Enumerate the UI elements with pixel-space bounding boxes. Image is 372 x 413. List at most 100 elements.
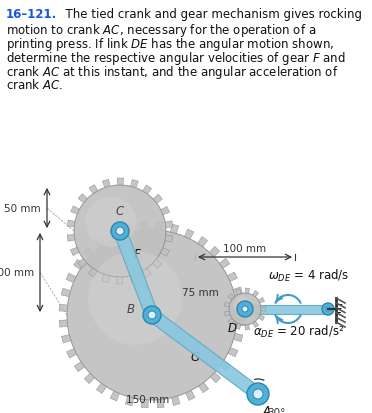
Polygon shape	[109, 230, 118, 240]
Circle shape	[253, 389, 263, 399]
Circle shape	[229, 293, 261, 325]
Circle shape	[86, 197, 136, 247]
Polygon shape	[71, 206, 80, 215]
Polygon shape	[245, 288, 250, 294]
Polygon shape	[199, 382, 209, 393]
Circle shape	[88, 252, 182, 345]
Polygon shape	[160, 248, 169, 256]
Polygon shape	[185, 230, 194, 240]
Polygon shape	[141, 399, 148, 408]
Polygon shape	[209, 247, 219, 257]
Polygon shape	[61, 335, 71, 343]
Polygon shape	[228, 318, 234, 325]
Polygon shape	[67, 221, 75, 227]
Text: A: A	[263, 404, 271, 413]
Text: 30°: 30°	[267, 407, 285, 413]
Circle shape	[67, 230, 237, 400]
Polygon shape	[236, 303, 245, 310]
Polygon shape	[210, 373, 221, 383]
Circle shape	[233, 297, 251, 315]
Polygon shape	[258, 298, 264, 303]
Circle shape	[148, 311, 156, 319]
Polygon shape	[143, 185, 151, 195]
Polygon shape	[165, 235, 173, 242]
Polygon shape	[156, 223, 163, 231]
Text: motion to crank $AC$, necessary for the operation of a: motion to crank $AC$, necessary for the …	[6, 22, 316, 39]
Polygon shape	[165, 221, 173, 228]
Polygon shape	[61, 289, 71, 297]
Text: 75 mm: 75 mm	[182, 287, 218, 297]
Text: C: C	[116, 204, 124, 218]
Polygon shape	[95, 238, 105, 248]
Polygon shape	[117, 179, 124, 186]
Polygon shape	[227, 273, 237, 282]
Polygon shape	[224, 311, 230, 316]
Circle shape	[241, 305, 250, 314]
Polygon shape	[224, 302, 230, 307]
Circle shape	[251, 387, 264, 401]
Polygon shape	[186, 390, 195, 401]
Polygon shape	[78, 194, 87, 203]
Text: $\alpha_{DE}$ = 20 rad/s²: $\alpha_{DE}$ = 20 rad/s²	[253, 323, 344, 339]
Polygon shape	[140, 223, 147, 231]
Polygon shape	[67, 349, 77, 358]
Polygon shape	[235, 289, 241, 295]
Text: printing press. If link $DE$ has the angular motion shown,: printing press. If link $DE$ has the ang…	[6, 36, 334, 53]
Text: G: G	[190, 351, 199, 363]
Polygon shape	[130, 275, 138, 283]
Polygon shape	[114, 229, 158, 318]
Polygon shape	[153, 195, 162, 204]
Text: $\omega_{DE}$ = 4 rad/s: $\omega_{DE}$ = 4 rad/s	[268, 267, 349, 283]
Text: 100 mm: 100 mm	[224, 243, 267, 254]
Circle shape	[145, 309, 158, 322]
Circle shape	[74, 185, 166, 277]
Polygon shape	[148, 310, 262, 399]
Polygon shape	[237, 319, 245, 326]
Polygon shape	[253, 321, 259, 328]
Polygon shape	[258, 315, 264, 321]
Polygon shape	[261, 307, 266, 311]
Polygon shape	[161, 207, 170, 215]
Circle shape	[237, 301, 253, 317]
Polygon shape	[96, 383, 106, 394]
Polygon shape	[110, 391, 119, 401]
Text: 16–121.: 16–121.	[6, 8, 57, 21]
Polygon shape	[233, 287, 243, 296]
Polygon shape	[89, 268, 97, 278]
Polygon shape	[102, 275, 109, 283]
Text: determine the respective angular velocities of gear $F$ and: determine the respective angular velocit…	[6, 50, 346, 67]
Polygon shape	[124, 225, 132, 234]
Polygon shape	[66, 273, 76, 283]
Polygon shape	[70, 248, 79, 256]
Polygon shape	[125, 396, 134, 406]
Text: crank $AC$ at this instant, and the angular acceleration of: crank $AC$ at this instant, and the angu…	[6, 64, 339, 81]
Circle shape	[145, 309, 158, 322]
Polygon shape	[228, 294, 234, 300]
Polygon shape	[142, 269, 151, 278]
Circle shape	[242, 306, 248, 312]
Text: B: B	[127, 303, 135, 316]
Polygon shape	[245, 305, 328, 314]
Polygon shape	[131, 180, 138, 188]
Text: 50 mm: 50 mm	[4, 204, 41, 214]
Polygon shape	[220, 361, 230, 370]
Polygon shape	[116, 277, 123, 284]
Polygon shape	[171, 396, 180, 406]
Circle shape	[143, 306, 161, 324]
Polygon shape	[83, 248, 94, 258]
Polygon shape	[74, 260, 84, 270]
Polygon shape	[67, 235, 75, 242]
Polygon shape	[153, 260, 162, 269]
Circle shape	[322, 303, 334, 315]
Polygon shape	[59, 304, 68, 311]
Circle shape	[113, 225, 126, 238]
Polygon shape	[253, 291, 259, 297]
Polygon shape	[233, 334, 243, 342]
Polygon shape	[157, 399, 164, 408]
Polygon shape	[102, 180, 110, 188]
Polygon shape	[228, 348, 238, 357]
Polygon shape	[78, 259, 87, 268]
Text: The tied crank and gear mechanism gives rocking: The tied crank and gear mechanism gives …	[58, 8, 362, 21]
Polygon shape	[198, 237, 208, 247]
Polygon shape	[59, 320, 68, 328]
